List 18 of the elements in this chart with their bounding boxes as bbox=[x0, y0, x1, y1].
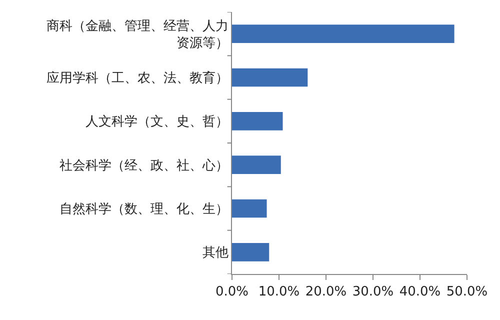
x-tick-label: 50.0% bbox=[446, 284, 488, 300]
y-tick-label: 应用学科（工、农、法、教育） bbox=[46, 70, 228, 86]
y-tick-label: 商科（金融、管理、经营、人力资源等） bbox=[46, 18, 228, 51]
bar bbox=[232, 112, 283, 130]
bar bbox=[232, 24, 454, 43]
y-tick-label: 人文科学（文、史、哲） bbox=[85, 114, 228, 130]
bar bbox=[232, 156, 281, 174]
y-tick-label: 自然科学（数、理、化、生） bbox=[59, 202, 228, 218]
x-tick-label: 30.0% bbox=[352, 284, 394, 300]
y-tick-label: 其他 bbox=[202, 246, 228, 261]
bar bbox=[232, 243, 270, 262]
x-tick-label: 10.0% bbox=[258, 284, 300, 300]
x-tick-label: 0.0% bbox=[215, 284, 249, 300]
bar bbox=[232, 68, 308, 87]
y-tick-label: 社会科学（经、政、社、心） bbox=[59, 157, 228, 174]
bar bbox=[232, 199, 267, 218]
x-tick-label: 20.0% bbox=[305, 284, 347, 300]
x-tick-label: 40.0% bbox=[399, 284, 441, 300]
